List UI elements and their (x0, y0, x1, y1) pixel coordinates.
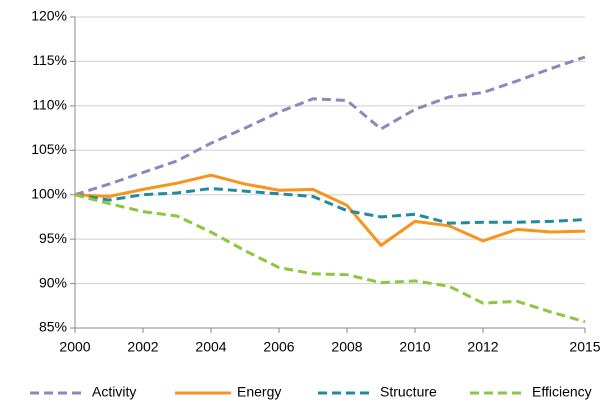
x-tick-label: 2010 (399, 339, 430, 355)
x-tick-label: 2002 (127, 339, 158, 355)
line-series (74, 55, 586, 197)
x-tick-label: 2000 (59, 339, 90, 355)
line-series (74, 186, 586, 225)
y-tick-label: 110% (32, 97, 67, 113)
y-tick-label: 90% (39, 274, 67, 290)
x-tick-label: 2004 (195, 339, 226, 355)
y-tick-label: 85% (39, 319, 67, 335)
legend-label: Energy (237, 384, 281, 400)
legend-label: Structure (380, 384, 437, 400)
line-series (74, 173, 586, 248)
x-tick-label: 2006 (263, 339, 294, 355)
legend-label: Activity (92, 384, 136, 400)
x-tick-label: 2008 (331, 339, 362, 355)
y-tick-label: 115% (32, 52, 67, 68)
y-tick-label: 105% (31, 141, 67, 157)
y-tick-label: 100% (31, 185, 67, 201)
x-tick-label: 2015 (569, 339, 600, 355)
x-tick-label: 2012 (467, 339, 498, 355)
line-series (74, 193, 586, 324)
legend-label: Efficiency (532, 384, 592, 400)
y-tick-label: 120% (31, 8, 67, 24)
y-tick-label: 95% (39, 230, 67, 246)
